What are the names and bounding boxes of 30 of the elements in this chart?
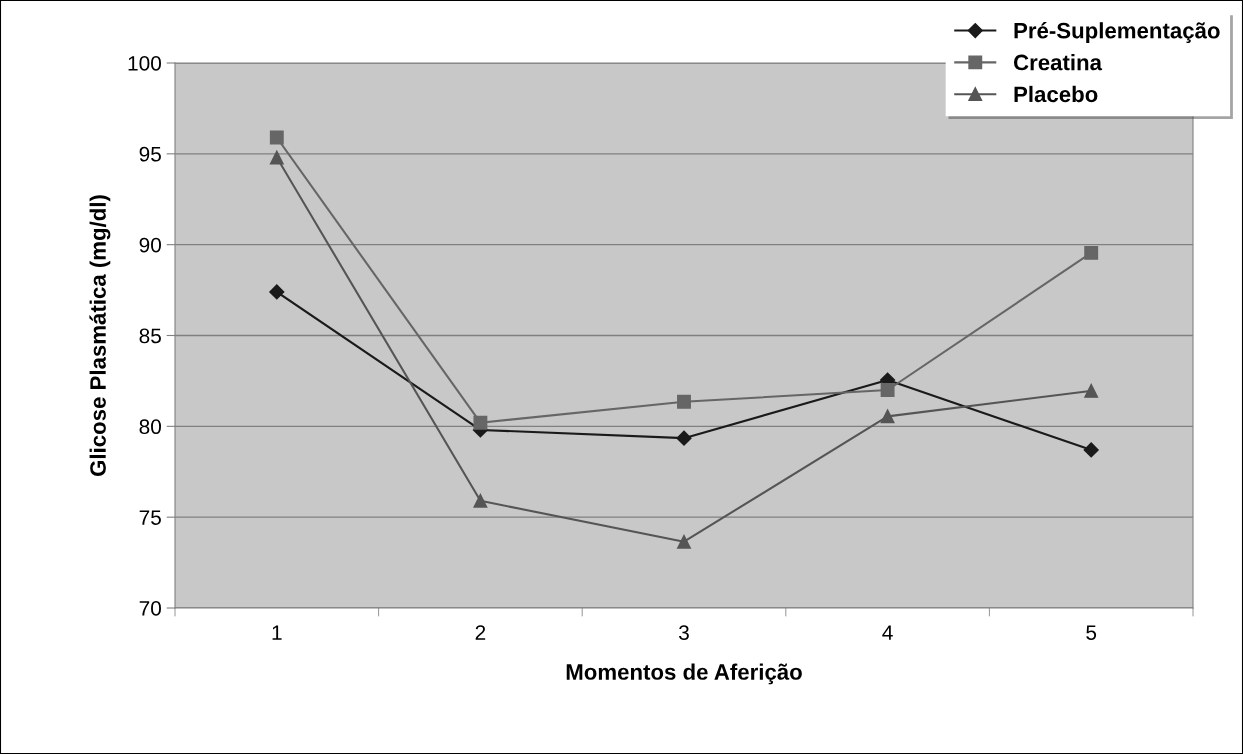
point [1084, 383, 1099, 398]
x-tick-label: 4 [882, 625, 893, 640]
point [880, 409, 895, 424]
y-tick-label: 95 [139, 146, 161, 162]
point [269, 150, 284, 165]
y-tick-label: 75 [139, 510, 161, 525]
y-tick-label: 90 [139, 237, 161, 253]
x-tick-label: 3 [679, 625, 689, 640]
legend-label: Creatina [1013, 54, 1103, 71]
point [269, 284, 285, 300]
y-tick-label: 85 [139, 328, 161, 344]
y-tick-label: 70 [139, 601, 161, 616]
point [880, 383, 895, 397]
point [677, 394, 691, 409]
y-tick-label: 80 [139, 419, 161, 435]
point [1084, 245, 1099, 260]
point [677, 534, 691, 549]
x-tick-label: 2 [475, 625, 486, 640]
legend-label: Placebo [1014, 85, 1098, 103]
point [473, 493, 488, 508]
legend-label: Pré-Suplementação [1014, 22, 1220, 43]
point [1083, 442, 1099, 458]
y-axis-title: Glicose Plasmática (mg/dl) [89, 195, 111, 476]
y-tick-label: 100 [128, 56, 161, 71]
x-tick-label: 5 [1086, 625, 1097, 640]
point [473, 415, 488, 430]
point [676, 430, 692, 446]
x-tick-label: 1 [272, 625, 282, 640]
x-axis-title: Momentos de Aferição [566, 663, 802, 685]
point [269, 130, 284, 145]
